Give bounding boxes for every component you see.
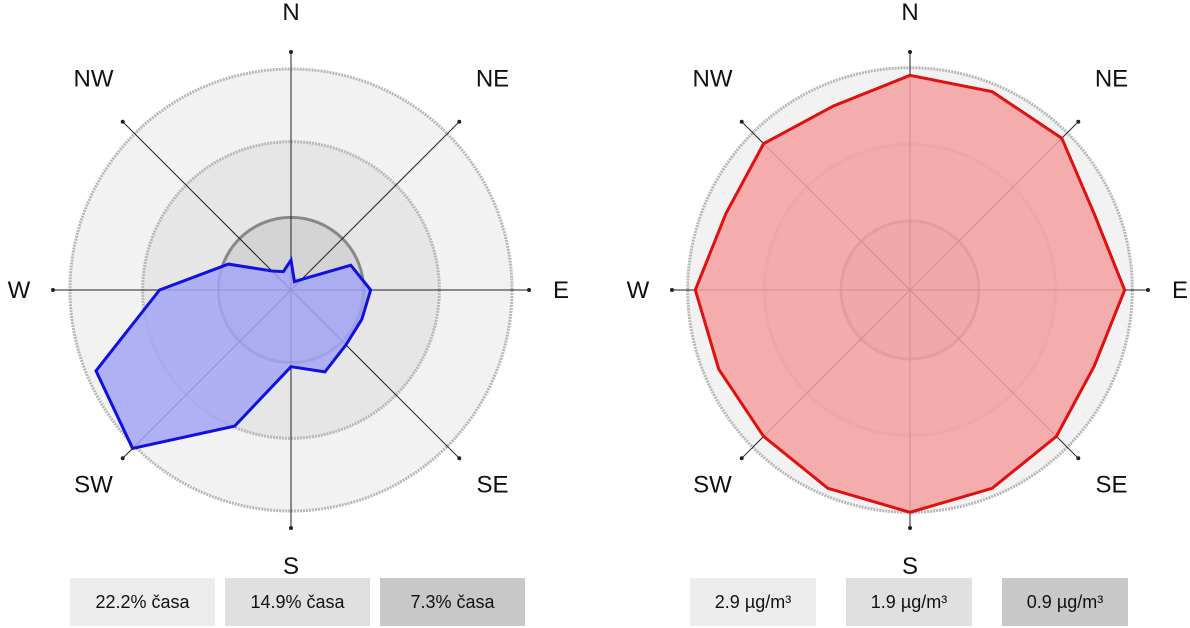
direction-label-s: S <box>902 553 918 580</box>
direction-label-e: E <box>1172 277 1188 304</box>
data-polygon <box>693 73 1127 514</box>
direction-label-se: SE <box>476 472 508 499</box>
direction-label-nw: NW <box>74 65 114 92</box>
legend-item-2: 1.9 µg/m³ <box>846 578 972 626</box>
direction-label-ne: NE <box>476 65 509 92</box>
legend-item-1: 22.2% časa <box>70 578 215 626</box>
direction-label-e: E <box>553 277 569 304</box>
axis-end-dot <box>457 456 462 461</box>
axis-end-dot <box>1146 288 1150 292</box>
direction-label-w: W <box>627 277 650 304</box>
axis-end-dot <box>457 119 462 124</box>
axis-end-dot <box>527 288 531 292</box>
direction-label-sw: SW <box>693 472 732 499</box>
axis-end-dot <box>739 119 744 124</box>
axis-end-dot <box>289 526 293 530</box>
axis-end-dot <box>908 526 912 530</box>
axis-end-dot <box>670 288 674 292</box>
legend-item-3: 0.9 µg/m³ <box>1002 578 1128 626</box>
direction-label-n: N <box>901 0 918 26</box>
data-polygon <box>94 256 373 451</box>
axis-end-dot <box>120 119 125 124</box>
direction-label-se: SE <box>1095 472 1127 499</box>
direction-label-w: W <box>8 277 31 304</box>
legend-item-1: 2.9 µg/m³ <box>690 578 816 626</box>
axis-end-dot <box>739 456 744 461</box>
axis-end-dot <box>908 50 912 54</box>
axis-end-dot <box>51 288 55 292</box>
axis-end-dot <box>289 50 293 54</box>
wind-rose-2: N NE E SE S SW W NW <box>627 0 1188 580</box>
direction-label-ne: NE <box>1095 65 1128 92</box>
direction-label-n: N <box>282 0 299 26</box>
legend-item-2: 14.9% časa <box>225 578 370 626</box>
direction-label-s: S <box>283 553 299 580</box>
axis-end-dot <box>1076 456 1081 461</box>
axis-end-dot <box>1076 119 1081 124</box>
direction-label-nw: NW <box>693 65 733 92</box>
wind-rose-1: N NE E SE S SW W NW <box>8 0 569 580</box>
axis-end-dot <box>120 456 125 461</box>
direction-label-sw: SW <box>74 472 113 499</box>
legend-item-3: 7.3% časa <box>380 578 525 626</box>
